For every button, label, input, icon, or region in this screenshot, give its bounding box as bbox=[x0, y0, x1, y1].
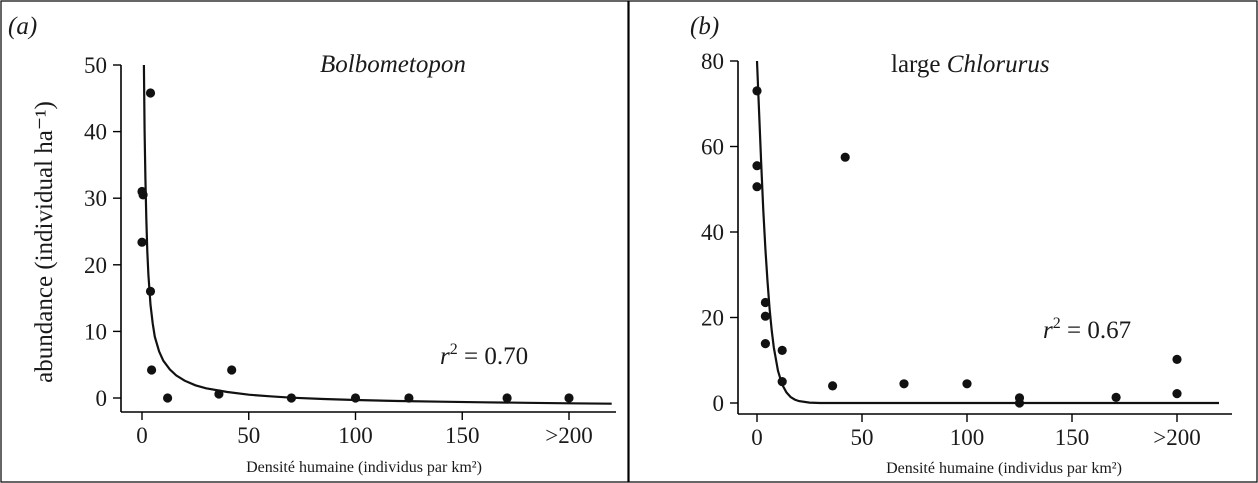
panel-b-data-point bbox=[760, 297, 771, 308]
panel-b-data-point bbox=[899, 379, 909, 389]
panel-b-y-tick-label: 60 bbox=[701, 135, 724, 160]
panel-a-data-point bbox=[564, 393, 574, 403]
panel-a-data-point bbox=[145, 286, 156, 296]
panel-a-r2-sup: 2 bbox=[450, 341, 458, 358]
panel-a-y-tick-label: 40 bbox=[84, 120, 107, 145]
panel-a-x-tick-label: 50 bbox=[237, 423, 260, 448]
panel-a-data-point bbox=[502, 393, 512, 403]
panel-b-data-point bbox=[752, 86, 762, 96]
panel-b-data-point bbox=[962, 379, 972, 389]
panel-b-data-point bbox=[760, 339, 771, 349]
panel-b-data-point bbox=[840, 152, 850, 162]
panel-a-y-axis-label: abundance (individual ha⁻¹) bbox=[31, 101, 58, 383]
panel-a-data-point bbox=[286, 393, 296, 403]
panel-b-title-genus: Chlorurus bbox=[947, 51, 1050, 78]
panel-a-data-point bbox=[137, 237, 147, 247]
panel-a-data-point bbox=[404, 393, 414, 403]
panel-a-data-point bbox=[163, 393, 173, 403]
panel-a-x-tick-label: 0 bbox=[136, 423, 148, 448]
panel-b-data-point bbox=[828, 381, 838, 391]
panel-a-data-point bbox=[145, 88, 156, 98]
panel-b-x-axis-label: Densité humaine (individus par km²) bbox=[886, 460, 1122, 477]
panel-b-data-point bbox=[1111, 392, 1121, 402]
panel-a-plot-area: 0 10 20 30 40 50 0 50 100 150 >200 bbox=[84, 53, 616, 448]
panel-b-y-tick-label: 80 bbox=[701, 49, 724, 74]
panel-a-y-tick-label: 10 bbox=[84, 319, 107, 344]
panel-b-x-tick-label: 100 bbox=[950, 425, 985, 450]
panel-b-fit-curve bbox=[755, 60, 1219, 405]
panel-a-y-tick-label: 20 bbox=[84, 253, 107, 278]
panel-b-data-point bbox=[1172, 354, 1182, 364]
panel-a-y-tick-label: 30 bbox=[84, 186, 107, 211]
panel-b-x-tick-label: 0 bbox=[751, 425, 763, 450]
panel-a-x-axis-label: Densité humaine (individus par km²) bbox=[246, 459, 482, 476]
panel-b-data-point bbox=[777, 345, 787, 355]
panel-b-x-tick-label: 50 bbox=[851, 425, 874, 450]
panel-a-x-tick-label: 150 bbox=[445, 423, 480, 448]
panel-b: (b) large Chlorurus Densité humaine (ind… bbox=[628, 0, 1258, 483]
panel-b-y-tick-label: 0 bbox=[713, 391, 725, 416]
panel-b-data-point bbox=[1014, 398, 1025, 408]
panel-b-data-point bbox=[760, 311, 771, 321]
panel-b-x-tick-label: >200 bbox=[1153, 425, 1200, 450]
panel-a-fit-curve bbox=[142, 64, 612, 405]
panel-a-r2-annotation: r2 = 0.70 bbox=[440, 341, 528, 370]
panel-a-x-tick-label: 100 bbox=[338, 423, 373, 448]
panel-b-r2-sup: 2 bbox=[1053, 315, 1061, 332]
panel-b-data-point bbox=[1172, 389, 1182, 399]
panel-a-letter: (a) bbox=[8, 13, 37, 40]
panel-a-r2-base: r bbox=[440, 343, 450, 370]
panel-a-data-point bbox=[138, 190, 148, 200]
panel-b-frame bbox=[628, 0, 1258, 483]
panel-b-data-point bbox=[752, 161, 762, 171]
panel-a-data-point bbox=[350, 393, 361, 403]
panel-b-r2-value: = 0.67 bbox=[1061, 317, 1131, 344]
panel-a: (a) Bolbometopon abundance (individual h… bbox=[0, 0, 629, 483]
panel-b-letter: (b) bbox=[690, 13, 719, 40]
panel-b-data-point bbox=[777, 377, 787, 387]
panel-b-x-tick-label: 150 bbox=[1055, 425, 1090, 450]
panel-b-r2-base: r bbox=[1043, 317, 1053, 344]
panel-b-y-tick-label: 40 bbox=[701, 220, 724, 245]
panel-a-data-point bbox=[214, 389, 224, 399]
panel-a-title: Bolbometopon bbox=[320, 51, 466, 78]
panel-a-y-tick-label: 50 bbox=[84, 53, 107, 78]
panel-b-y-tick-label: 20 bbox=[701, 306, 724, 331]
panel-b-data-point bbox=[752, 182, 762, 192]
panel-a-y-tick-label: 0 bbox=[96, 386, 108, 411]
panel-b-title: large Chlorurus bbox=[891, 51, 1050, 78]
panel-a-x-tick-label: >200 bbox=[545, 423, 592, 448]
panel-a-r2-value: = 0.70 bbox=[458, 343, 528, 370]
panel-b-r2-annotation: r2 = 0.67 bbox=[1043, 315, 1131, 344]
panel-b-title-prefix: large bbox=[891, 51, 947, 78]
panel-a-data-point bbox=[227, 365, 237, 375]
panel-a-data-point bbox=[147, 365, 157, 375]
panel-b-plot-area: 0 20 40 60 80 0 50 100 150 >200 bbox=[701, 49, 1232, 450]
panel-a-frame bbox=[0, 0, 629, 483]
